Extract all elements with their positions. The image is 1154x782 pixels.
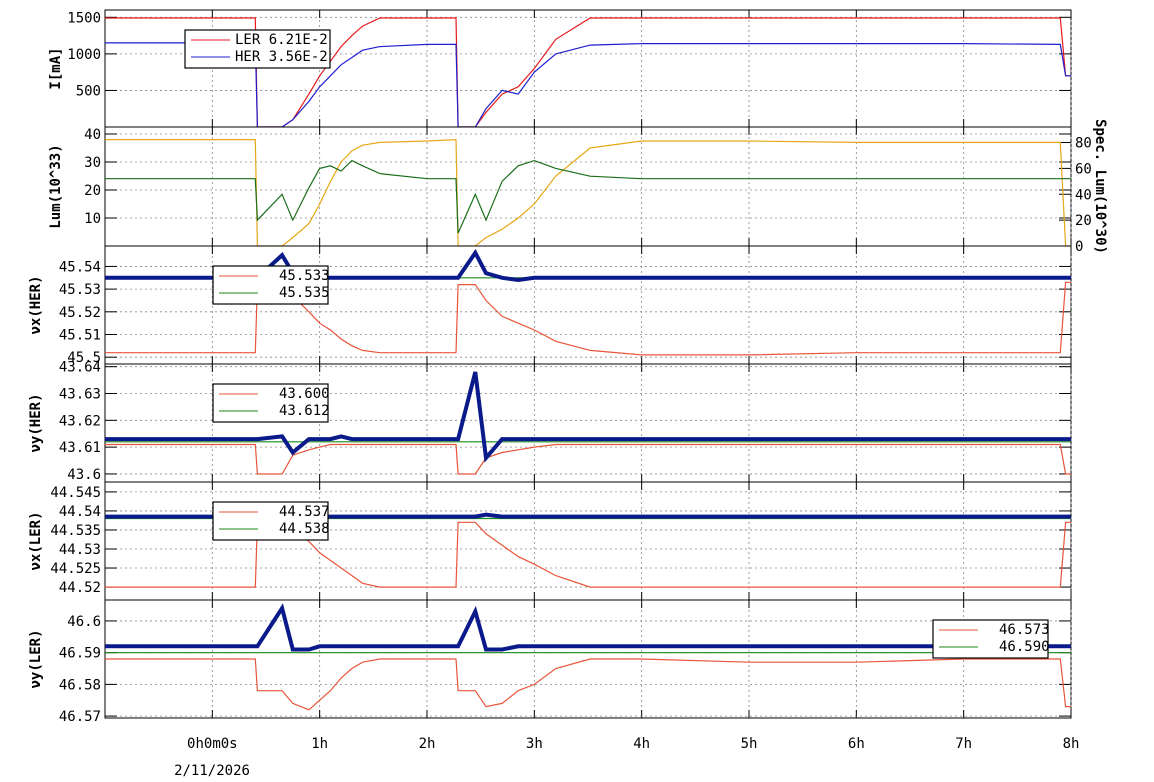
y-tick-label: 43.6 <box>67 467 101 483</box>
y-axis-label: I[mA] <box>48 47 64 89</box>
y-tick-label: 44.54 <box>59 504 101 520</box>
series-line <box>105 138 1071 246</box>
y-axis-label: Lum(10^33) <box>48 144 64 228</box>
y-tick-label: 45.54 <box>59 259 101 275</box>
y-tick-label: 43.63 <box>59 387 101 403</box>
y-tick-label: 44.545 <box>50 485 101 501</box>
legend-label: 46.590 <box>999 639 1050 655</box>
x-tick-label: 2h <box>419 736 436 752</box>
series-line <box>105 371 1071 463</box>
y-tick-label: 500 <box>76 83 101 99</box>
y-tick-label: 44.52 <box>59 580 101 596</box>
date-label: 2/11/2026 <box>174 763 250 779</box>
x-tick-label: 5h <box>741 736 758 752</box>
legend-box <box>212 501 329 541</box>
legend-box <box>932 619 1049 659</box>
y-axis-label: νy(HER) <box>28 393 44 452</box>
panel-frame <box>104 363 1072 483</box>
y-tick-label: 10 <box>84 211 101 227</box>
y-tick-label: 45.53 <box>59 282 101 298</box>
y-tick-label: 40 <box>84 127 101 143</box>
y-tick-label: 46.57 <box>59 709 101 725</box>
y-tick-label: 20 <box>84 183 101 199</box>
legend-label: 46.573 <box>999 622 1050 638</box>
y-tick-label: 43.62 <box>59 413 101 429</box>
series-line <box>105 159 1071 234</box>
series-line <box>105 281 1071 356</box>
series-line <box>105 603 1071 652</box>
legend-box <box>184 29 331 69</box>
x-tick-label: 6h <box>848 736 865 752</box>
x-tick-label: 0h0m0s <box>187 736 238 752</box>
panel-frame <box>104 126 1072 247</box>
legend-label: 45.533 <box>279 268 330 284</box>
plot-area <box>105 17 1071 127</box>
y-tick-label: 43.61 <box>59 440 101 456</box>
panel-frame <box>104 245 1072 365</box>
y-tick-label: 45.5 <box>67 350 101 366</box>
x-tick-label: 1h <box>311 736 328 752</box>
x-tick-label: 3h <box>526 736 543 752</box>
legend-label: 44.538 <box>279 521 330 537</box>
x-tick-label: 4h <box>633 736 650 752</box>
y-tick-label: 1500 <box>67 10 101 26</box>
legend-label: HER 3.56E-2 <box>235 49 328 65</box>
plot-area <box>105 138 1071 246</box>
y2-tick-label: 80 <box>1075 136 1092 152</box>
y-tick-label: 1000 <box>67 47 101 63</box>
y-tick-label: 46.59 <box>59 646 101 662</box>
y-tick-label: 45.52 <box>59 305 101 321</box>
legend-label: 45.535 <box>279 285 330 301</box>
y-tick-label: 45.51 <box>59 328 101 344</box>
x-tick-label: 7h <box>955 736 972 752</box>
series-line <box>105 42 1071 127</box>
legend-label: LER 6.21E-2 <box>235 32 328 48</box>
y-tick-label: 44.535 <box>50 523 101 539</box>
y-axis-label: νx(LER) <box>28 511 44 570</box>
plot-area <box>105 371 1071 475</box>
legend-label: 43.612 <box>279 403 330 419</box>
y-tick-label: 44.53 <box>59 542 101 558</box>
legend-box <box>212 265 329 305</box>
y-tick-label: 46.6 <box>67 614 101 630</box>
x-tick-label: 8h <box>1063 736 1080 752</box>
y-tick-label: 30 <box>84 155 101 171</box>
panel-frame <box>104 481 1072 601</box>
series-line <box>105 658 1071 711</box>
y2-tick-label: 20 <box>1075 213 1092 229</box>
y-tick-label: 46.58 <box>59 677 101 693</box>
y-tick-label: 44.525 <box>50 561 101 577</box>
series-line <box>105 443 1071 475</box>
legend-label: 43.600 <box>279 386 330 402</box>
y2-tick-label: 0 <box>1075 239 1083 255</box>
y2-tick-label: 40 <box>1075 187 1092 203</box>
series-line <box>105 17 1071 127</box>
legend-box <box>212 383 329 423</box>
y-tick-label: 43.64 <box>59 360 101 376</box>
y-axis-label: νy(LER) <box>28 629 44 688</box>
plot-area <box>105 603 1071 711</box>
legend-label: 44.537 <box>279 504 330 520</box>
y-axis-label: νx(HER) <box>28 275 44 334</box>
y2-axis-label: Spec. Lum(10^30) <box>1092 119 1108 254</box>
y2-tick-label: 60 <box>1075 161 1092 177</box>
